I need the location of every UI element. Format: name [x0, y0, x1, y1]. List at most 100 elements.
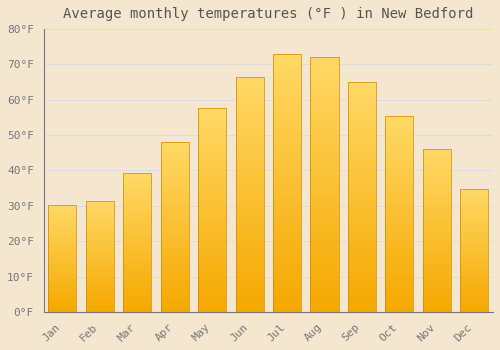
Bar [123, 293, 152, 296]
Bar [348, 231, 376, 235]
Bar [48, 301, 76, 303]
Bar [310, 87, 338, 91]
Bar [423, 195, 451, 198]
Bar [273, 247, 301, 252]
Bar [48, 244, 76, 246]
Bar [273, 127, 301, 131]
Bar [236, 104, 264, 108]
Bar [160, 272, 189, 275]
Bar [48, 287, 76, 289]
Bar [236, 144, 264, 147]
Bar [48, 223, 76, 224]
Bar [310, 146, 338, 151]
Bar [86, 295, 114, 297]
Bar [460, 228, 488, 230]
Bar [460, 230, 488, 232]
Bar [86, 280, 114, 282]
Bar [236, 222, 264, 226]
Bar [86, 210, 114, 212]
Bar [273, 166, 301, 170]
Bar [86, 279, 114, 280]
Bar [386, 266, 413, 270]
Bar [348, 136, 376, 140]
Bar [310, 57, 338, 62]
Bar [310, 261, 338, 265]
Bar [198, 254, 226, 258]
Bar [236, 124, 264, 128]
Bar [48, 253, 76, 255]
Bar [48, 274, 76, 276]
Bar [48, 232, 76, 233]
Bar [423, 241, 451, 244]
Bar [273, 204, 301, 209]
Bar [236, 135, 264, 140]
Bar [460, 277, 488, 279]
Bar [348, 162, 376, 166]
Bar [123, 296, 152, 298]
Bar [198, 288, 226, 292]
Bar [348, 189, 376, 193]
Bar [423, 268, 451, 271]
Bar [198, 292, 226, 295]
Bar [86, 267, 114, 269]
Bar [386, 276, 413, 279]
Bar [160, 284, 189, 287]
Bar [386, 155, 413, 158]
Bar [123, 280, 152, 282]
Bar [48, 233, 76, 235]
Bar [198, 193, 226, 196]
Bar [123, 192, 152, 194]
Bar [123, 273, 152, 275]
Bar [310, 270, 338, 274]
Bar [386, 129, 413, 132]
Bar [460, 209, 488, 211]
Bar [160, 162, 189, 165]
Bar [48, 217, 76, 219]
Bar [198, 233, 226, 237]
Bar [460, 246, 488, 248]
Bar [48, 303, 76, 305]
Bar [348, 235, 376, 239]
Bar [273, 105, 301, 110]
Bar [460, 304, 488, 306]
Bar [310, 240, 338, 244]
Bar [348, 220, 376, 224]
Bar [386, 256, 413, 260]
Bar [123, 199, 152, 201]
Bar [236, 288, 264, 292]
Bar [348, 144, 376, 147]
Bar [48, 216, 76, 217]
Bar [236, 269, 264, 273]
Bar [423, 285, 451, 288]
Bar [348, 266, 376, 270]
Bar [348, 101, 376, 105]
Bar [123, 275, 152, 277]
Bar [348, 97, 376, 101]
Bar [423, 258, 451, 260]
Bar [273, 97, 301, 101]
Bar [123, 226, 152, 229]
Bar [48, 240, 76, 242]
Bar [48, 226, 76, 228]
Bar [48, 285, 76, 287]
Bar [423, 290, 451, 293]
Bar [460, 271, 488, 273]
Bar [198, 244, 226, 247]
Bar [348, 90, 376, 93]
Bar [273, 196, 301, 200]
Bar [460, 279, 488, 281]
Bar [123, 284, 152, 287]
Bar [460, 193, 488, 195]
Bar [348, 285, 376, 289]
Bar [423, 206, 451, 209]
Bar [123, 247, 152, 250]
Bar [86, 308, 114, 310]
Bar [123, 270, 152, 273]
Bar [123, 289, 152, 291]
Bar [48, 210, 76, 212]
Bar [86, 256, 114, 258]
Bar [273, 226, 301, 230]
Bar [310, 206, 338, 210]
Bar [198, 182, 226, 186]
Bar [273, 110, 301, 114]
